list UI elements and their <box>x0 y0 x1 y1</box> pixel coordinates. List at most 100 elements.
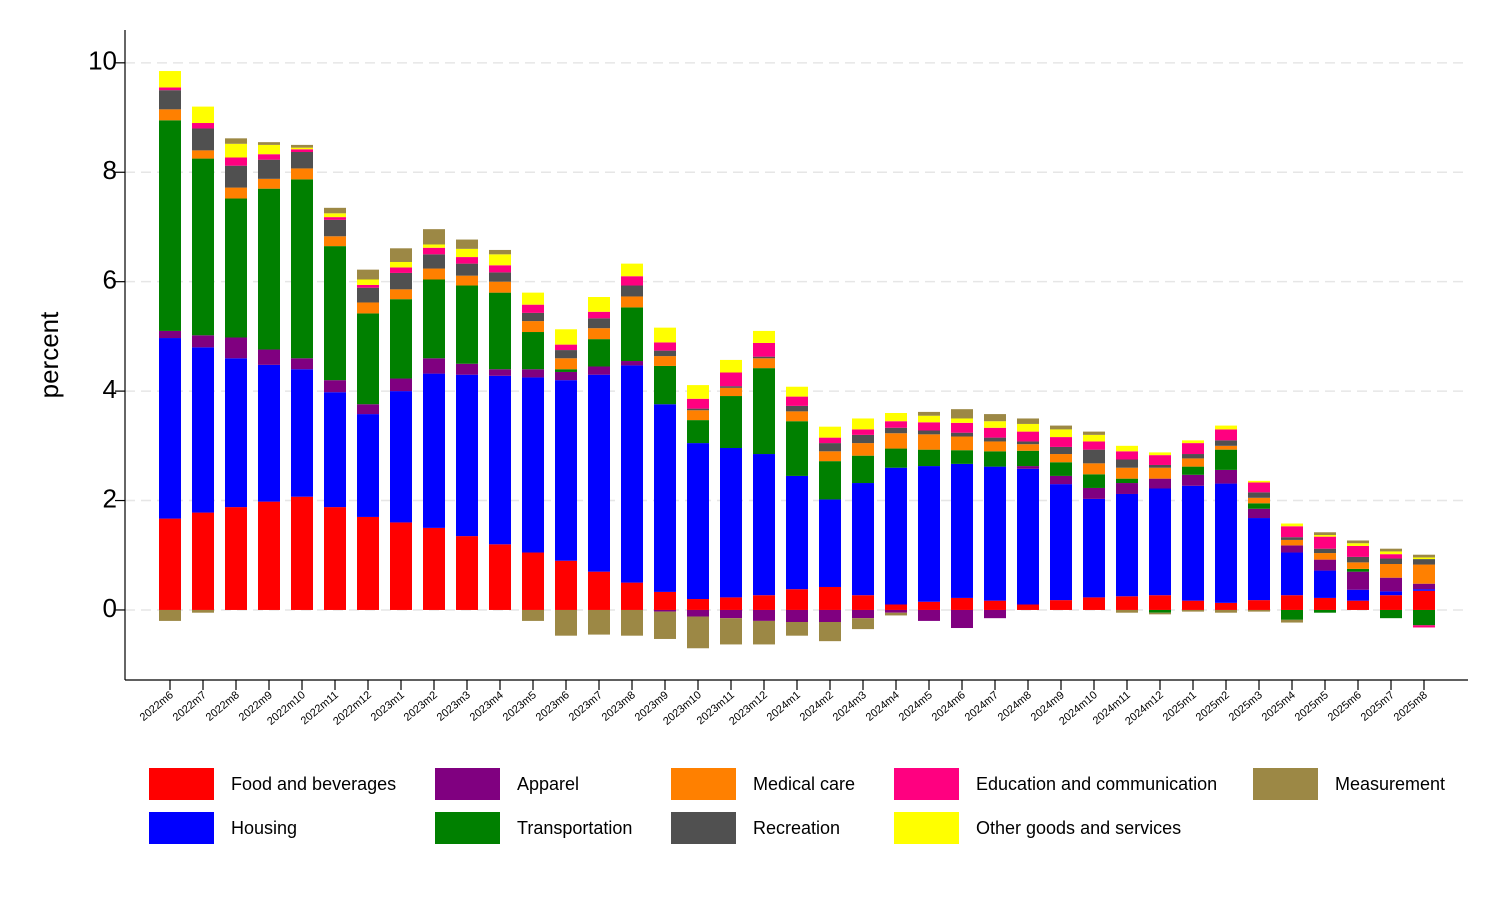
legend-swatch <box>435 768 500 800</box>
bar-segment <box>819 426 841 438</box>
bar-segment <box>918 422 940 431</box>
bar-segment <box>687 616 709 649</box>
bar-segment <box>1116 467 1138 479</box>
x-tick-label: 2024m7 <box>963 689 1001 724</box>
bar-segment <box>588 328 610 340</box>
bar-segment <box>951 422 973 433</box>
bar-segment <box>918 415 940 423</box>
legend-swatch <box>671 812 736 844</box>
bar-segment <box>1017 423 1039 432</box>
bar-segment <box>489 249 511 255</box>
bar-segment <box>1248 480 1270 483</box>
bar-segment <box>588 297 610 312</box>
bar-segment <box>258 142 280 145</box>
bar-segment <box>1050 437 1072 447</box>
bar-segment <box>258 144 280 155</box>
bar-segment <box>951 418 973 423</box>
bar-segment <box>1182 443 1204 455</box>
bar-segment <box>588 318 610 329</box>
bar-segment <box>852 483 874 596</box>
bar-segment <box>852 455 874 484</box>
x-tick-label: 2022m8 <box>204 689 242 724</box>
bar-segment <box>1281 523 1303 527</box>
bar-segment <box>192 609 214 613</box>
bar-segment <box>1314 548 1336 554</box>
bar-segment <box>951 597 973 610</box>
bar-segment <box>1413 583 1435 590</box>
bar-segment <box>918 411 940 416</box>
bar-segment <box>1281 552 1303 596</box>
bar-segment <box>324 246 346 381</box>
bar-segment <box>1314 597 1336 610</box>
bar-segment <box>885 427 907 434</box>
bar-segment <box>1215 445 1237 450</box>
bar-segment <box>291 358 313 370</box>
bar-segment <box>1017 450 1039 467</box>
bar-segment <box>687 408 709 411</box>
legend-label: Medical care <box>753 774 855 794</box>
bar-segment <box>291 149 313 153</box>
bar-segment <box>1215 429 1237 441</box>
bar-segment <box>456 248 478 258</box>
bar-segment <box>555 560 577 610</box>
bar-segment <box>753 356 775 359</box>
bar-segment <box>819 499 841 587</box>
bar-segment <box>1347 556 1369 563</box>
bar-segment <box>258 501 280 610</box>
bar-segment <box>1347 571 1369 590</box>
bar-segment <box>489 292 511 370</box>
bar-segment <box>1149 488 1171 596</box>
bar-segment <box>1149 595 1171 610</box>
bar-segment <box>456 363 478 375</box>
bar-segment <box>159 90 181 110</box>
bar-segment <box>291 152 313 169</box>
bar-segment <box>192 347 214 513</box>
bar-segment <box>786 421 808 476</box>
bar-segment <box>1380 548 1402 552</box>
bar-segment <box>159 338 181 519</box>
x-tick-label: 2024m1 <box>765 689 803 724</box>
bar-segment <box>720 597 742 610</box>
bar-segment <box>390 267 412 273</box>
bar-segment <box>1050 454 1072 463</box>
bar-segment <box>720 387 742 397</box>
bar-segment <box>456 275 478 286</box>
bar-segment <box>555 350 577 359</box>
bar-segment <box>1413 554 1435 558</box>
bar-segment <box>687 420 709 444</box>
bar-segment <box>225 157 247 166</box>
bar-segment <box>357 313 379 405</box>
legend-label: Housing <box>231 818 297 838</box>
bar-segment <box>357 404 379 415</box>
x-tick-label: 2023m1 <box>369 689 407 724</box>
bar-segment <box>390 248 412 262</box>
bar-segment <box>423 247 445 255</box>
bar-segment <box>1017 468 1039 605</box>
bar-segment <box>1116 493 1138 597</box>
bar-segment <box>852 434 874 444</box>
bar-segment <box>1413 625 1435 628</box>
bar-segment <box>159 120 181 331</box>
bar-segment <box>225 143 247 158</box>
bar-segment <box>951 409 973 419</box>
bar-segment <box>1215 425 1237 430</box>
bar-segment <box>1347 589 1369 601</box>
bar-segment <box>984 441 1006 452</box>
bar-segment <box>621 361 643 366</box>
x-tick-label: 2024m4 <box>864 689 902 724</box>
bar-segment <box>357 284 379 288</box>
bar-segment <box>654 356 676 366</box>
bar-segment <box>390 272 412 290</box>
bar-segment <box>654 591 676 610</box>
legend-swatch <box>1253 768 1318 800</box>
bar-segment <box>555 369 577 372</box>
bar-segment <box>852 418 874 430</box>
bar-segment <box>1083 474 1105 488</box>
y-tick-label: 0 <box>103 593 117 623</box>
bar-segment <box>1116 596 1138 610</box>
bar-segment <box>1248 518 1270 601</box>
bar-segment <box>1413 590 1435 610</box>
bar-segment <box>456 257 478 264</box>
x-tick-label: 2025m2 <box>1194 689 1232 724</box>
bar-segment <box>753 454 775 596</box>
